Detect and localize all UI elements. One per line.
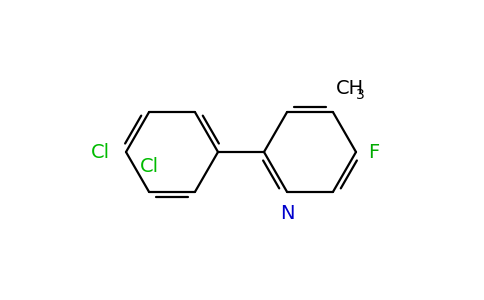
Text: 3: 3 xyxy=(356,88,365,102)
Text: CH: CH xyxy=(336,79,364,98)
Text: Cl: Cl xyxy=(139,157,159,176)
Text: F: F xyxy=(368,142,379,161)
Text: Cl: Cl xyxy=(91,142,110,161)
Text: N: N xyxy=(280,204,294,223)
